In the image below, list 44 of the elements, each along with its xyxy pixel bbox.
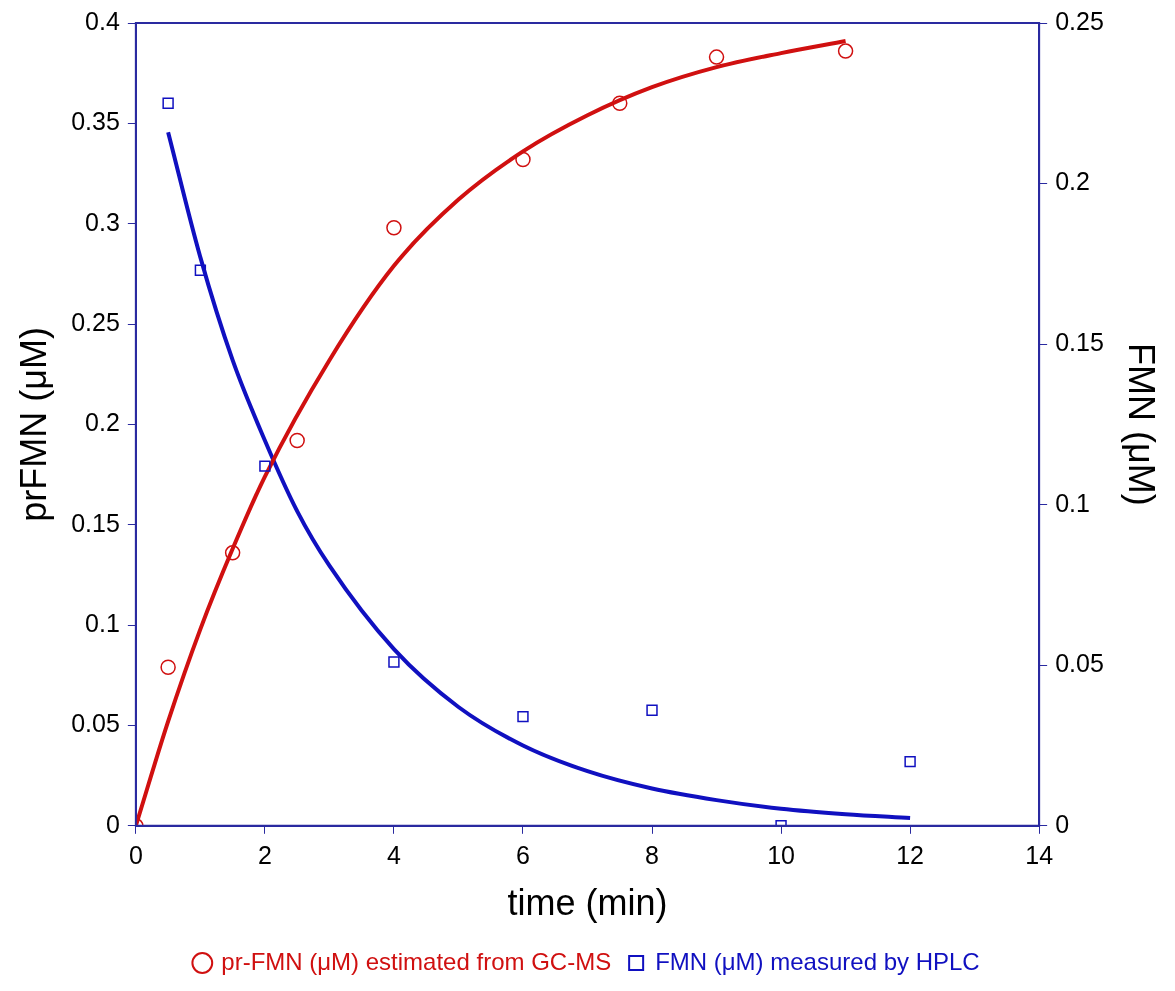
x-tick-label: 8 xyxy=(645,840,659,869)
y2-tick-label: 0.25 xyxy=(1055,6,1104,35)
point xyxy=(837,43,854,59)
y-tick-label: 0.25 xyxy=(71,307,120,336)
point xyxy=(194,264,207,276)
y2-tick-label: 0.2 xyxy=(1055,167,1090,196)
point xyxy=(386,219,402,236)
legend-label: pr-FMN (μM) estimated from GC-MS xyxy=(221,947,612,975)
x-tick-label: 6 xyxy=(516,840,530,869)
x-tick-label: 2 xyxy=(257,840,272,869)
point xyxy=(515,151,531,168)
y2-tick-label: 0 xyxy=(1055,809,1070,838)
x-tick-label: 4 xyxy=(386,840,401,869)
y-tick-label: 0 xyxy=(105,809,120,838)
point xyxy=(162,97,174,109)
y-tick-label: 0.3 xyxy=(85,207,120,236)
y-tick-label: 0.35 xyxy=(71,107,120,136)
y2-tick-label: 0.1 xyxy=(1055,488,1090,517)
legend-label: FMN (μM) measured by HPLC xyxy=(655,947,980,975)
point xyxy=(160,659,176,675)
y-tick-label: 0.15 xyxy=(71,508,120,537)
y-tick-label: 0.1 xyxy=(85,608,120,637)
point xyxy=(517,710,529,723)
y-tick-label: 0.05 xyxy=(71,709,120,738)
point xyxy=(388,656,400,668)
point xyxy=(904,755,916,768)
point xyxy=(259,460,271,472)
y-axis-title: prFMN (μM) xyxy=(12,327,54,522)
x-tick-label: 10 xyxy=(767,840,795,869)
point xyxy=(708,49,725,65)
point xyxy=(289,432,305,449)
y-tick-label: 0.4 xyxy=(85,6,120,35)
x-tick-label: 14 xyxy=(1025,840,1054,869)
point xyxy=(646,704,658,716)
y2-tick-label: 0.15 xyxy=(1055,328,1104,357)
y2-axis-title: FMN (μM) xyxy=(1121,343,1163,506)
x-axis-title: time (min) xyxy=(507,882,668,924)
x-tick-label: 0 xyxy=(128,840,143,869)
x-tick-label: 12 xyxy=(896,840,925,869)
y2-tick-label: 0.05 xyxy=(1055,649,1104,678)
point xyxy=(224,545,241,561)
line-series xyxy=(166,130,913,821)
y-tick-label: 0.2 xyxy=(85,408,120,437)
point xyxy=(612,95,628,112)
